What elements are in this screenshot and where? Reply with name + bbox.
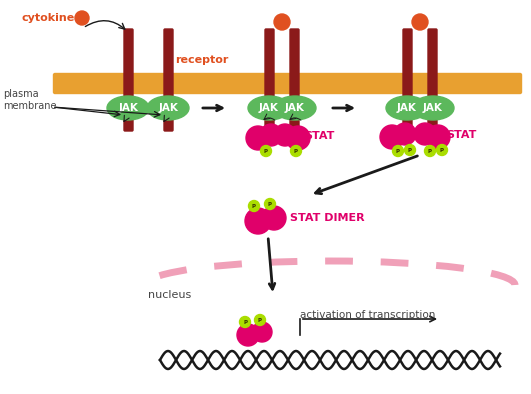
- Text: activation of transcription: activation of transcription: [300, 310, 435, 320]
- Circle shape: [286, 126, 310, 150]
- FancyBboxPatch shape: [164, 29, 173, 131]
- Ellipse shape: [107, 96, 149, 120]
- Text: JAK: JAK: [158, 103, 178, 113]
- Text: STAT: STAT: [304, 131, 335, 141]
- Text: P: P: [294, 149, 298, 154]
- Text: P: P: [243, 320, 247, 325]
- Circle shape: [237, 324, 259, 346]
- FancyBboxPatch shape: [428, 29, 437, 131]
- Text: JAK: JAK: [118, 103, 138, 113]
- Circle shape: [414, 123, 436, 145]
- Ellipse shape: [412, 96, 454, 120]
- Text: P: P: [408, 147, 412, 152]
- FancyBboxPatch shape: [265, 29, 274, 131]
- Circle shape: [436, 145, 448, 156]
- Text: JAK: JAK: [423, 103, 443, 113]
- Circle shape: [412, 14, 428, 30]
- Circle shape: [249, 201, 260, 212]
- FancyBboxPatch shape: [54, 74, 521, 93]
- Circle shape: [380, 125, 404, 149]
- Circle shape: [245, 208, 271, 234]
- Circle shape: [262, 206, 286, 230]
- Circle shape: [260, 124, 282, 146]
- Circle shape: [274, 14, 290, 30]
- Ellipse shape: [248, 96, 290, 120]
- Ellipse shape: [386, 96, 428, 120]
- Circle shape: [239, 316, 251, 327]
- Ellipse shape: [147, 96, 189, 120]
- Text: STAT: STAT: [446, 130, 476, 140]
- Circle shape: [290, 145, 302, 156]
- Text: P: P: [264, 149, 268, 154]
- Text: P: P: [428, 149, 432, 154]
- Text: receptor: receptor: [175, 55, 228, 65]
- Text: cytokine: cytokine: [22, 13, 75, 23]
- Text: JAK: JAK: [259, 103, 279, 113]
- Circle shape: [261, 145, 271, 156]
- Text: JAK: JAK: [397, 103, 417, 113]
- FancyBboxPatch shape: [124, 29, 133, 131]
- Circle shape: [264, 199, 276, 210]
- Circle shape: [246, 126, 270, 150]
- Circle shape: [426, 125, 450, 149]
- Circle shape: [252, 322, 272, 342]
- Circle shape: [392, 145, 404, 156]
- Text: JAK: JAK: [285, 103, 305, 113]
- Text: nucleus: nucleus: [148, 290, 191, 300]
- Circle shape: [424, 145, 435, 156]
- FancyBboxPatch shape: [290, 29, 299, 131]
- Circle shape: [75, 11, 89, 25]
- Circle shape: [394, 123, 416, 145]
- Text: P: P: [258, 318, 262, 323]
- Text: P: P: [396, 149, 400, 154]
- FancyBboxPatch shape: [403, 29, 412, 131]
- Text: P: P: [440, 147, 444, 152]
- Ellipse shape: [274, 96, 316, 120]
- Circle shape: [405, 145, 415, 156]
- Circle shape: [274, 124, 296, 146]
- Text: P: P: [268, 201, 272, 206]
- Circle shape: [254, 314, 266, 325]
- Text: P: P: [252, 203, 256, 208]
- Text: plasma
membrane: plasma membrane: [3, 89, 56, 111]
- Text: STAT DIMER: STAT DIMER: [290, 213, 365, 223]
